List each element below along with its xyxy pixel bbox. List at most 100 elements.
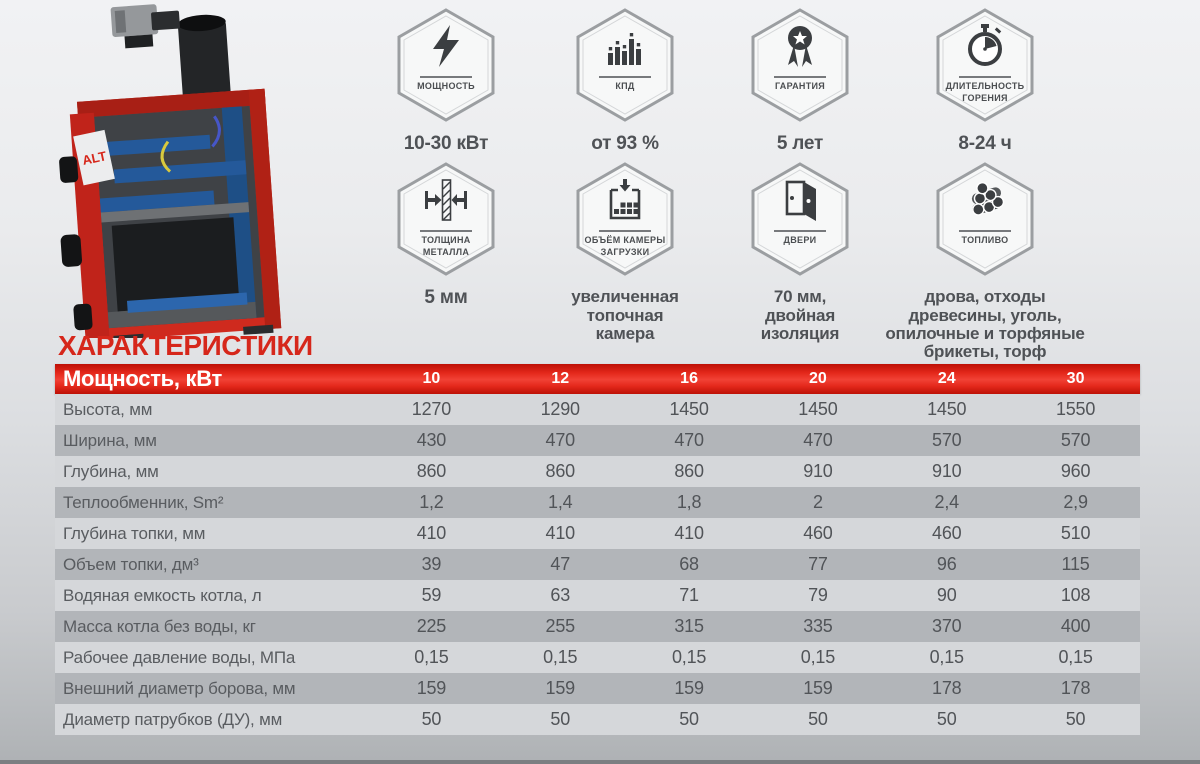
hexagon-frame (751, 162, 849, 277)
spec-cell-value: 178 (1060, 678, 1091, 698)
spec-cell-value: 50 (679, 709, 699, 729)
spec-cell-value: 39 (421, 554, 442, 574)
badge-label: ГАРАНТИЯ (774, 81, 826, 91)
spec-cell-value: 470 (674, 430, 704, 450)
spec-cell-value: 50 (808, 709, 828, 729)
spec-table-header: Мощность, кВт 10 12 16 20 24 30 (55, 364, 1140, 394)
spec-cell-value: 410 (674, 523, 704, 543)
spec-row: Ширина, мм 430 470 470 470 570 570 (55, 425, 1140, 456)
badge-divider (599, 230, 651, 233)
spec-cell-value: 960 (1060, 461, 1091, 481)
spec-cell-value: 115 (1061, 554, 1090, 574)
badge-value: 70 мм, двойная изоляция (760, 287, 840, 343)
badge-divider (420, 76, 472, 78)
spec-cell-value: 50 (550, 709, 571, 729)
spec-cell-value: 400 (1060, 616, 1091, 636)
spec-cell-value: 910 (803, 461, 833, 481)
spec-row: Рабочее давление воды, МПа 0,15 0,15 0,15 0,… (55, 642, 1140, 673)
spec-cell-value: 50 (421, 709, 442, 729)
badge-value: дрова, отходы древесины, уголь, опилочны… (885, 287, 1085, 361)
spec-cell-value: 470 (545, 430, 576, 450)
upper-door-handle (59, 156, 79, 183)
spec-header-label: Мощность, кВт (63, 366, 223, 391)
spec-cell-value: 570 (932, 430, 962, 450)
spec-row: Теплообменник, Sm² 1,2 1,4 1,8 2 2,4 2,9 (55, 487, 1140, 518)
spec-cell-value: 1,4 (548, 492, 573, 512)
spec-row-label: Глубина, мм (63, 461, 159, 481)
spec-cell-value: 0,15 (1058, 647, 1093, 667)
badge-label: ДВЕРИ (783, 235, 817, 246)
badge-loading-chamber: ОБЪЁМ КАМЕРЫ ЗАГРУЗКИ увеличенная топочн… (534, 162, 716, 361)
spec-header-power-value: 10 (422, 370, 441, 387)
spec-cell-value: 108 (1060, 585, 1091, 605)
spec-table-body: Высота, мм 1270 1290 1450 1450 1450 1550 Ширина… (55, 394, 1140, 735)
spec-cell-value: 1550 (1055, 399, 1096, 419)
spec-cell-value: 63 (550, 585, 571, 605)
badge-value: от 93 % (591, 133, 659, 154)
lower-door-handle (73, 303, 93, 331)
spec-cell-value: 410 (545, 523, 576, 543)
badge-label: МОЩНОСТЬ (417, 81, 475, 91)
hexagon-frame (751, 8, 849, 122)
spec-row-label: Диаметр патрубков (ДУ), мм (63, 709, 283, 729)
spec-row: Глубина, мм 860 860 860 910 910 960 (55, 456, 1140, 487)
badge-label: ДЛИТЕЛЬНОСТЬ ГОРЕНИЯ (945, 81, 1025, 103)
spec-cell-value: 2,4 (934, 492, 960, 512)
badge-value: 10-30 кВт (403, 133, 489, 154)
logs-icon (934, 177, 1036, 223)
spec-cell-value: 68 (679, 554, 699, 574)
badge-label: ТОПЛИВО (961, 235, 1009, 246)
spec-cell-value: 0,15 (414, 647, 449, 667)
spec-cell-value: 370 (932, 616, 962, 636)
spec-row-label: Масса котла без воды, кг (63, 616, 256, 636)
spec-cell-value: 2 (813, 492, 823, 512)
spec-cell-value: 1450 (927, 399, 967, 419)
spec-cell-value: 47 (550, 554, 571, 574)
spec-row-label: Теплообменник, Sm² (63, 492, 224, 512)
spec-row: Высота, мм 1270 1290 1450 1450 1450 1550 (55, 394, 1140, 425)
badge-divider (959, 230, 1011, 233)
badge-divider (774, 230, 826, 233)
spec-header-power-value: 12 (551, 370, 570, 387)
spec-cell-value: 159 (416, 678, 447, 698)
loading-chamber-icon (574, 177, 676, 223)
spec-row: Глубина топки, мм 410 410 410 460 460 510 (55, 518, 1140, 549)
hexagon-frame (397, 162, 495, 277)
badge-efficiency: КПД от 93 % (534, 8, 716, 154)
spec-header-power-value: 30 (1066, 370, 1085, 387)
blue-wire (211, 115, 221, 148)
spec-cell-value: 510 (1060, 523, 1091, 543)
spec-cell-value: 50 (936, 709, 957, 729)
spec-header-power-value: 24 (937, 370, 956, 387)
badge-doors: ДВЕРИ 70 мм, двойная изоляция (716, 162, 884, 361)
bar-chart-icon (574, 23, 676, 69)
spec-cell-value: 315 (674, 616, 704, 636)
spec-row-label: Рабочее давление воды, МПа (63, 647, 296, 667)
badge-label: КПД (615, 81, 635, 91)
brand-label: ALT (81, 148, 108, 168)
spec-cell-value: 159 (674, 678, 704, 698)
spec-cell-value: 59 (421, 585, 442, 605)
hexagon-frame (397, 8, 495, 122)
lightning-icon (395, 23, 497, 69)
badge-divider (959, 76, 1011, 78)
spec-cell-value: 2,9 (1063, 492, 1088, 512)
spec-cell-value: 90 (936, 585, 957, 605)
spec-cell-value: 79 (808, 585, 828, 605)
metal-thickness-icon (395, 177, 497, 223)
spec-row: Диаметр патрубков (ДУ), мм 50 50 50 50 50 50 (55, 704, 1140, 735)
spec-cell-value: 430 (416, 430, 447, 450)
spec-row-label: Ширина, мм (63, 430, 157, 450)
badge-warranty: ГАРАНТИЯ 5 лет (716, 8, 884, 154)
spec-cell-value: 178 (932, 678, 962, 698)
spec-row-label: Водяная емкость котла, л (63, 585, 262, 605)
spec-cell-value: 1,8 (676, 492, 702, 512)
badge-metal-thickness: ТОЛЩИНА МЕТАЛЛА 5 мм (358, 162, 534, 361)
spec-cell-value: 1450 (669, 399, 709, 419)
badge-value: 5 лет (776, 133, 824, 154)
spec-cell-value: 460 (803, 523, 833, 543)
badge-fuel: ТОПЛИВО дрова, отходы древесины, уголь, … (884, 162, 1086, 361)
badge-value: 8-24 ч (958, 133, 1012, 154)
spec-table: Мощность, кВт 10 12 16 20 24 30 Высота, мм 127… (55, 364, 1140, 735)
